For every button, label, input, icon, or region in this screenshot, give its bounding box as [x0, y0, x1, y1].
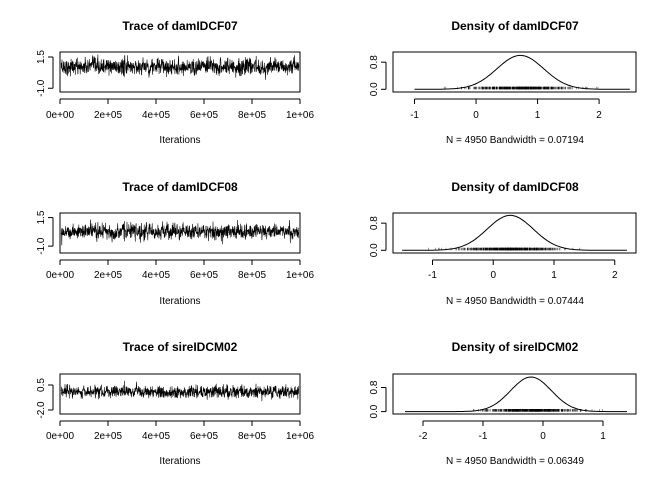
panel-density-5: Density of sireIDCM02 -2 -1 0 1 0.0 0.8 N = 495… — [369, 340, 637, 467]
x-tick-label: 6e+05 — [190, 431, 219, 442]
y-tick-label: 1.5 — [36, 210, 47, 224]
panel-title: Trace of damIDCF07 — [122, 19, 238, 33]
x-tick-label: 1e+06 — [286, 110, 315, 121]
x-axis: -2 -1 0 1 — [419, 420, 606, 442]
y-axis: 0.0 0.8 — [369, 380, 387, 419]
x-tick-label: 1 — [535, 110, 541, 121]
y-tick-label: 0.8 — [369, 380, 380, 394]
x-axis: 0e+00 2e+05 4e+05 6e+05 8e+05 1e+06 — [46, 259, 315, 281]
x-axis-label: N = 4950 Bandwidth = 0.07194 — [446, 135, 584, 146]
y-tick-label: -1.0 — [36, 79, 47, 97]
x-tick-label: 1e+06 — [286, 431, 315, 442]
x-tick-label: 1 — [600, 431, 606, 442]
x-tick-label: 2e+05 — [94, 110, 123, 121]
y-tick-label: 0.0 — [369, 243, 380, 257]
x-tick-label: 0e+00 — [46, 270, 75, 281]
rug-marks — [428, 247, 580, 251]
panel-density-3: Density of damIDCF08 -1 0 1 2 0.0 0.8 N = 4950 … — [369, 180, 637, 307]
y-tick-label: 0.0 — [369, 82, 380, 96]
density-curve — [402, 214, 627, 251]
plot-box — [59, 373, 301, 415]
density-curve — [405, 376, 627, 413]
x-tick-label: 4e+05 — [142, 431, 171, 442]
density-curve — [414, 54, 630, 90]
x-tick-label: -1 — [428, 270, 437, 281]
y-axis: 0.0 0.8 — [369, 55, 387, 96]
trace-series-line — [60, 219, 300, 246]
panel-title: Density of damIDCF08 — [451, 180, 579, 194]
x-tick-label: 1e+06 — [286, 270, 315, 281]
rug-marks — [444, 86, 599, 90]
y-tick-label: 0.0 — [369, 404, 380, 418]
x-axis: 0e+00 2e+05 4e+05 6e+05 8e+05 1e+06 — [46, 420, 315, 442]
x-axis-label: Iterations — [159, 135, 200, 146]
x-tick-label: 2 — [596, 110, 602, 121]
x-tick-label: -2 — [419, 431, 428, 442]
y-axis: -2.0 0.5 — [36, 378, 54, 419]
x-tick-label: 0 — [490, 270, 496, 281]
y-tick-label: 1.5 — [36, 50, 47, 64]
plot-box — [59, 51, 301, 93]
x-tick-label: 6e+05 — [190, 270, 219, 281]
panel-title: Density of damIDCF07 — [451, 19, 579, 33]
x-tick-label: 2e+05 — [94, 431, 123, 442]
x-axis-label: Iterations — [159, 296, 200, 307]
x-tick-label: 8e+05 — [238, 110, 267, 121]
panel-title: Density of sireIDCM02 — [452, 340, 579, 354]
x-tick-label: 4e+05 — [142, 270, 171, 281]
x-tick-label: 0e+00 — [46, 431, 75, 442]
plot-box — [59, 212, 301, 254]
trace-series-line — [60, 54, 300, 80]
rug-marks — [473, 409, 603, 412]
y-tick-label: 0.5 — [36, 378, 47, 392]
y-tick-label: -1.0 — [36, 237, 47, 255]
panel-trace-0: Trace of damIDCF07 0e+00 2e+05 4e+05 6e+05 8e… — [36, 19, 314, 146]
x-tick-label: 1 — [551, 270, 557, 281]
panel-title: Trace of sireIDCM02 — [123, 340, 238, 354]
plot-box — [392, 212, 637, 254]
y-tick-label: 0.8 — [369, 55, 380, 69]
y-tick-label: 0.8 — [369, 216, 380, 230]
x-tick-label: 4e+05 — [142, 110, 171, 121]
y-axis: -1.0 1.5 — [36, 210, 54, 255]
x-axis-label: Iterations — [159, 456, 200, 467]
x-axis: -1 0 1 2 — [428, 259, 618, 281]
x-axis-label: N = 4950 Bandwidth = 0.07444 — [446, 296, 584, 307]
x-tick-label: 0 — [540, 431, 546, 442]
x-axis: -1 0 1 2 — [410, 98, 602, 121]
panel-density-1: Density of damIDCF07 -1 0 1 2 0.0 0.8 N = 4950 … — [369, 19, 637, 146]
panel-trace-4: Trace of sireIDCM02 0e+00 2e+05 4e+05 6e+05 8… — [36, 340, 314, 467]
trace-series-line — [60, 380, 300, 402]
plot-box — [392, 51, 637, 93]
x-tick-label: 0e+00 — [46, 110, 75, 121]
x-tick-label: 8e+05 — [238, 270, 267, 281]
x-tick-label: -1 — [479, 431, 488, 442]
x-tick-label: -1 — [410, 110, 419, 121]
x-tick-label: 2 — [612, 270, 618, 281]
x-axis: 0e+00 2e+05 4e+05 6e+05 8e+05 1e+06 — [46, 98, 315, 121]
x-axis-label: N = 4950 Bandwidth = 0.06349 — [446, 456, 584, 467]
y-axis: -1.0 1.5 — [36, 50, 54, 97]
x-tick-label: 2e+05 — [94, 270, 123, 281]
y-tick-label: -2.0 — [36, 401, 47, 419]
panel-title: Trace of damIDCF08 — [122, 180, 238, 194]
x-tick-label: 0 — [473, 110, 479, 121]
x-tick-label: 8e+05 — [238, 431, 267, 442]
panel-trace-2: Trace of damIDCF08 0e+00 2e+05 4e+05 6e+05 8e… — [36, 180, 314, 307]
plot-box — [392, 373, 637, 415]
y-axis: 0.0 0.8 — [369, 216, 387, 257]
x-tick-label: 6e+05 — [190, 110, 219, 121]
